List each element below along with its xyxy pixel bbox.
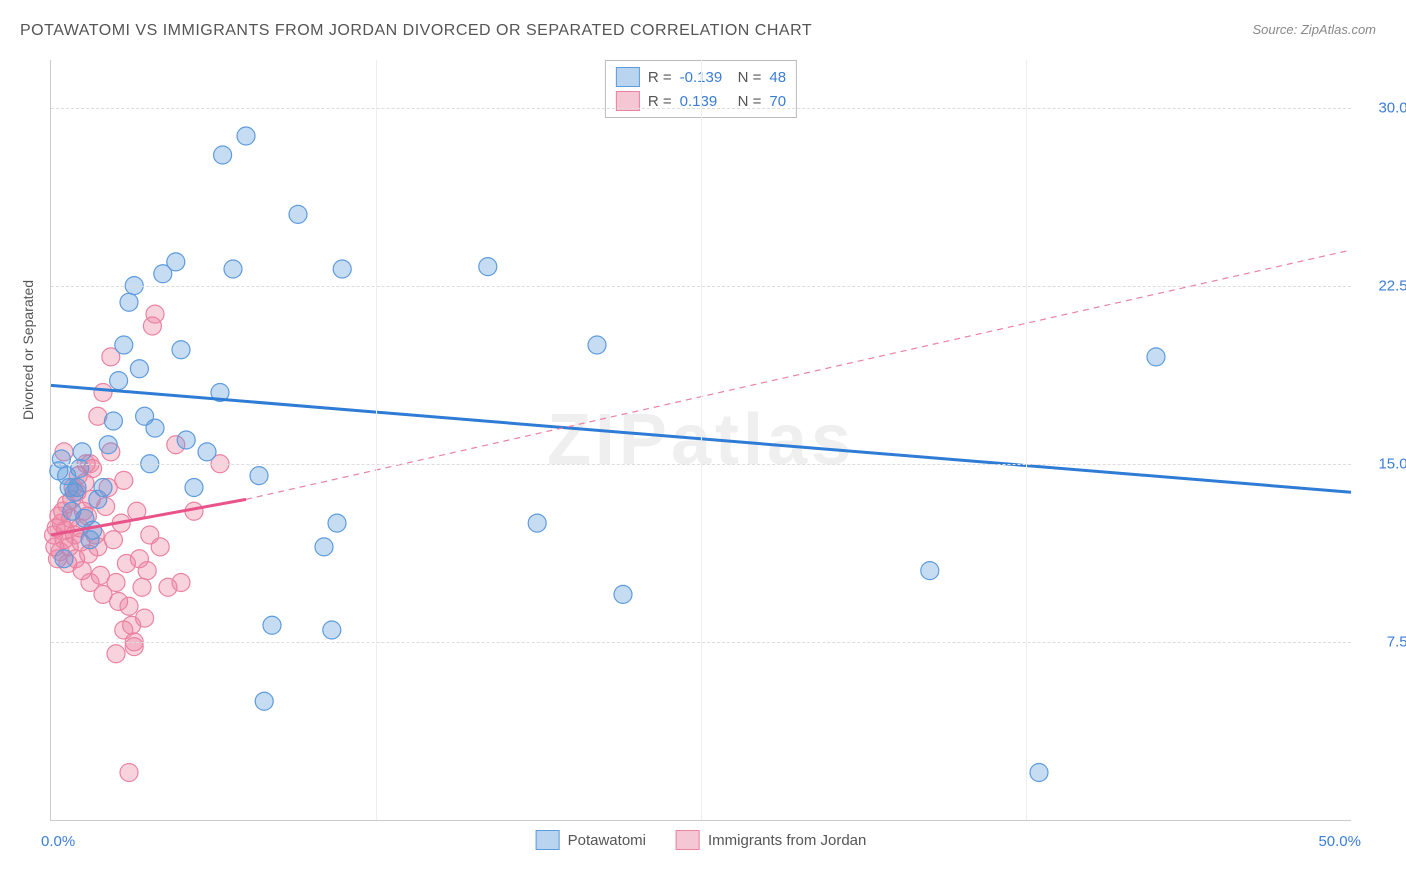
chart-title: POTAWATOMI VS IMMIGRANTS FROM JORDAN DIV… — [20, 22, 812, 40]
scatter-point — [115, 336, 133, 354]
scatter-point — [255, 692, 273, 710]
scatter-point — [185, 479, 203, 497]
chart-area: ZIPatlas R = -0.139 N = 48 R = 0.139 N =… — [50, 60, 1351, 821]
scatter-point — [588, 336, 606, 354]
y-tick-label: 30.0% — [1378, 99, 1406, 116]
scatter-point — [315, 538, 333, 556]
legend-label-series2: Immigrants from Jordan — [708, 832, 866, 849]
scatter-point — [94, 384, 112, 402]
scatter-point — [55, 550, 73, 568]
scatter-point — [614, 585, 632, 603]
scatter-point — [125, 638, 143, 656]
scatter-point — [146, 419, 164, 437]
scatter-point — [99, 436, 117, 454]
legend-item-series2: Immigrants from Jordan — [676, 830, 866, 850]
scatter-point — [94, 479, 112, 497]
scatter-point — [52, 450, 70, 468]
x-tick-max: 50.0% — [1318, 833, 1361, 850]
swatch-series1 — [616, 67, 640, 87]
swatch-series1-bottom — [536, 830, 560, 850]
scatter-point — [130, 360, 148, 378]
scatter-point — [1030, 764, 1048, 782]
scatter-point — [107, 645, 125, 663]
scatter-point — [1147, 348, 1165, 366]
scatter-point — [289, 205, 307, 223]
scatter-point — [110, 372, 128, 390]
legend-label-series1: Potawatomi — [568, 832, 646, 849]
scatter-point — [177, 431, 195, 449]
r-label: R = — [648, 69, 672, 86]
scatter-point — [167, 253, 185, 271]
gridline-v — [1026, 60, 1027, 820]
gridline-v — [376, 60, 377, 820]
regression-extrapolation — [246, 250, 1351, 499]
scatter-point — [214, 146, 232, 164]
scatter-point — [333, 260, 351, 278]
scatter-point — [921, 562, 939, 580]
y-tick-label: 15.0% — [1378, 455, 1406, 472]
scatter-point — [172, 574, 190, 592]
scatter-point — [84, 521, 102, 539]
swatch-series2-bottom — [676, 830, 700, 850]
scatter-point — [120, 597, 138, 615]
scatter-point — [115, 621, 133, 639]
scatter-point — [151, 538, 169, 556]
n-value-series1: 48 — [769, 69, 786, 86]
n-label: N = — [738, 69, 762, 86]
scatter-point — [120, 293, 138, 311]
scatter-point — [328, 514, 346, 532]
scatter-point — [323, 621, 341, 639]
y-axis-label: Divorced or Separated — [20, 280, 36, 420]
scatter-point — [104, 531, 122, 549]
scatter-point — [133, 578, 151, 596]
scatter-point — [172, 341, 190, 359]
scatter-point — [138, 562, 156, 580]
scatter-point — [198, 443, 216, 461]
series-legend: Potawatomi Immigrants from Jordan — [536, 830, 867, 850]
scatter-point — [71, 460, 89, 478]
scatter-point — [120, 764, 138, 782]
r-value-series1: -0.139 — [680, 69, 730, 86]
scatter-point — [73, 443, 91, 461]
scatter-point — [528, 514, 546, 532]
scatter-point — [237, 127, 255, 145]
y-tick-label: 7.5% — [1387, 633, 1406, 650]
source-attribution: Source: ZipAtlas.com — [1252, 22, 1376, 37]
scatter-point — [224, 260, 242, 278]
scatter-point — [146, 305, 164, 323]
scatter-point — [115, 471, 133, 489]
y-tick-label: 22.5% — [1378, 277, 1406, 294]
scatter-point — [250, 467, 268, 485]
scatter-point — [136, 609, 154, 627]
x-tick-min: 0.0% — [41, 833, 75, 850]
gridline-v — [701, 60, 702, 820]
scatter-point — [68, 479, 86, 497]
scatter-point — [263, 616, 281, 634]
scatter-point — [107, 574, 125, 592]
legend-item-series1: Potawatomi — [536, 830, 646, 850]
scatter-point — [479, 258, 497, 276]
scatter-point — [104, 412, 122, 430]
